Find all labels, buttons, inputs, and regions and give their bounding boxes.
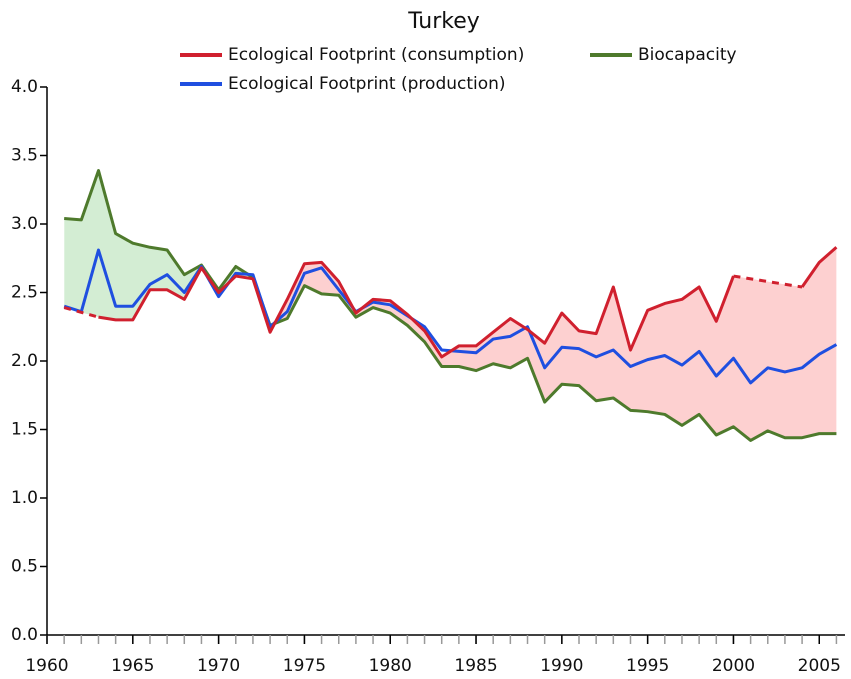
y-tick-label: 2.5 (11, 283, 38, 303)
x-tick-label: 1990 (540, 656, 583, 676)
x-tick-label: 1985 (454, 656, 497, 676)
legend-label: Ecological Footprint (production) (228, 74, 506, 94)
y-tick-label: 3.5 (11, 146, 38, 166)
legend-label: Biocapacity (638, 45, 737, 65)
y-tick-label: 4.0 (11, 77, 38, 97)
y-tick-label: 1.0 (11, 488, 38, 508)
series-line (800, 246, 838, 288)
y-tick-label: 1.5 (11, 420, 38, 440)
x-tick-label: 1975 (283, 656, 326, 676)
x-tick-label: 1960 (25, 656, 68, 676)
x-tick-label: 1970 (197, 656, 240, 676)
x-tick-label: 2005 (798, 656, 841, 676)
y-tick-label: 0.0 (11, 625, 38, 645)
y-tick-label: 3.0 (11, 214, 38, 234)
legend-label: Ecological Footprint (consumption) (228, 45, 524, 65)
x-tick-label: 1965 (111, 656, 154, 676)
x-tick-label: 2000 (712, 656, 755, 676)
deficit-area (64, 247, 837, 441)
gap-connector (733, 274, 803, 289)
y-tick-label: 2.0 (11, 351, 38, 371)
x-tick-label: 1995 (626, 656, 669, 676)
chart-title: Turkey (407, 9, 480, 34)
x-tick-label: 1980 (369, 656, 412, 676)
gap-connector (63, 306, 99, 319)
y-tick-label: 0.5 (11, 557, 38, 577)
series-line (98, 260, 735, 359)
series-line (64, 169, 837, 442)
